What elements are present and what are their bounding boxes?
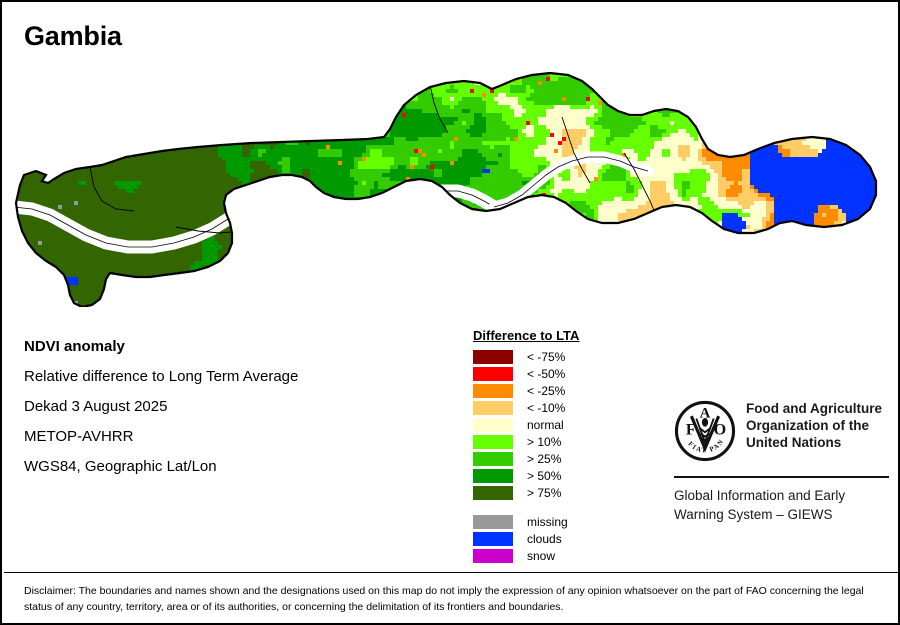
legend-special-label: clouds (527, 531, 562, 546)
legend-item-row: normal (473, 416, 653, 433)
legend-items: < -75% < -50% < -25% < -10% normal > 10% > 25%… (473, 348, 653, 501)
legend-special-items: missing clouds snow (473, 513, 653, 564)
fao-org-line-1: Food and Agriculture (746, 401, 882, 416)
legend-item-label: > 50% (527, 468, 562, 483)
legend-item-swatch (473, 400, 513, 415)
legend-special-swatch (473, 514, 513, 529)
legend-item-row: < -10% (473, 399, 653, 416)
legend-item-label: < -25% (527, 383, 566, 398)
map-raster-svg (14, 71, 878, 307)
fao-org-line-3: United Nations (746, 435, 842, 450)
legend-spacer (473, 501, 653, 513)
giews-line-2: Warning System – GIEWS (674, 507, 833, 522)
caption-line-4: WGS84, Geographic Lat/Lon (24, 458, 217, 475)
legend-item-swatch (473, 434, 513, 449)
giews-line-1: Global Information and Early (674, 488, 846, 503)
legend-item-label: < -10% (527, 400, 566, 415)
legend-special-swatch (473, 531, 513, 546)
caption-line-3: METOP-AVHRR (24, 428, 134, 445)
legend-item-row: < -75% (473, 348, 653, 365)
legend-item-swatch (473, 349, 513, 364)
legend-item-row: < -25% (473, 382, 653, 399)
legend-item-label: > 10% (527, 434, 562, 449)
legend-item-label: < -75% (527, 349, 566, 364)
fao-org-line-2: Organization of the (746, 418, 869, 433)
legend-item-row: > 50% (473, 467, 653, 484)
legend-special-row: snow (473, 547, 653, 564)
fao-branding: F A O FIAT PANIS Food and Agriculture Or… (671, 395, 889, 524)
fao-divider (674, 476, 889, 478)
fao-organization-name: Food and Agriculture Organization of the… (746, 400, 882, 451)
legend: Difference to LTA < -75% < -50% < -25% < -1… (473, 328, 653, 564)
disclaimer-divider (4, 572, 898, 573)
legend-item-swatch (473, 417, 513, 432)
page-title: Gambia (24, 21, 122, 51)
caption-line-1: Relative difference to Long Term Average (24, 368, 299, 385)
legend-item-swatch (473, 468, 513, 483)
ndvi-anomaly-map (2, 57, 898, 307)
legend-special-row: clouds (473, 530, 653, 547)
legend-item-row: > 10% (473, 433, 653, 450)
legend-item-label: > 75% (527, 485, 562, 500)
legend-item-swatch (473, 366, 513, 381)
legend-item-row: > 25% (473, 450, 653, 467)
legend-item-swatch (473, 451, 513, 466)
legend-item-label: > 25% (527, 451, 562, 466)
legend-item-label: normal (527, 417, 564, 432)
disclaimer-text: Disclaimer: The boundaries and names sho… (24, 585, 864, 613)
legend-item-label: < -50% (527, 366, 566, 381)
legend-item-row: > 75% (473, 484, 653, 501)
legend-item-swatch (473, 485, 513, 500)
legend-item-row: < -50% (473, 365, 653, 382)
giews-system-name: Global Information and Early Warning Sys… (674, 486, 889, 524)
fao-logo-icon: F A O FIAT PANIS (671, 395, 736, 467)
legend-special-label: snow (527, 548, 556, 563)
ndvi-raster-layer (16, 73, 876, 307)
legend-special-swatch (473, 548, 513, 563)
legend-item-swatch (473, 383, 513, 398)
caption-line-0: NDVI anomaly (24, 338, 125, 355)
caption-line-2: Dekad 3 August 2025 (24, 398, 168, 415)
caption-block: NDVI anomaly Relative difference to Long… (24, 332, 444, 482)
legend-special-row: missing (473, 513, 653, 530)
legend-title: Difference to LTA (473, 328, 580, 343)
legend-special-label: missing (527, 514, 568, 529)
